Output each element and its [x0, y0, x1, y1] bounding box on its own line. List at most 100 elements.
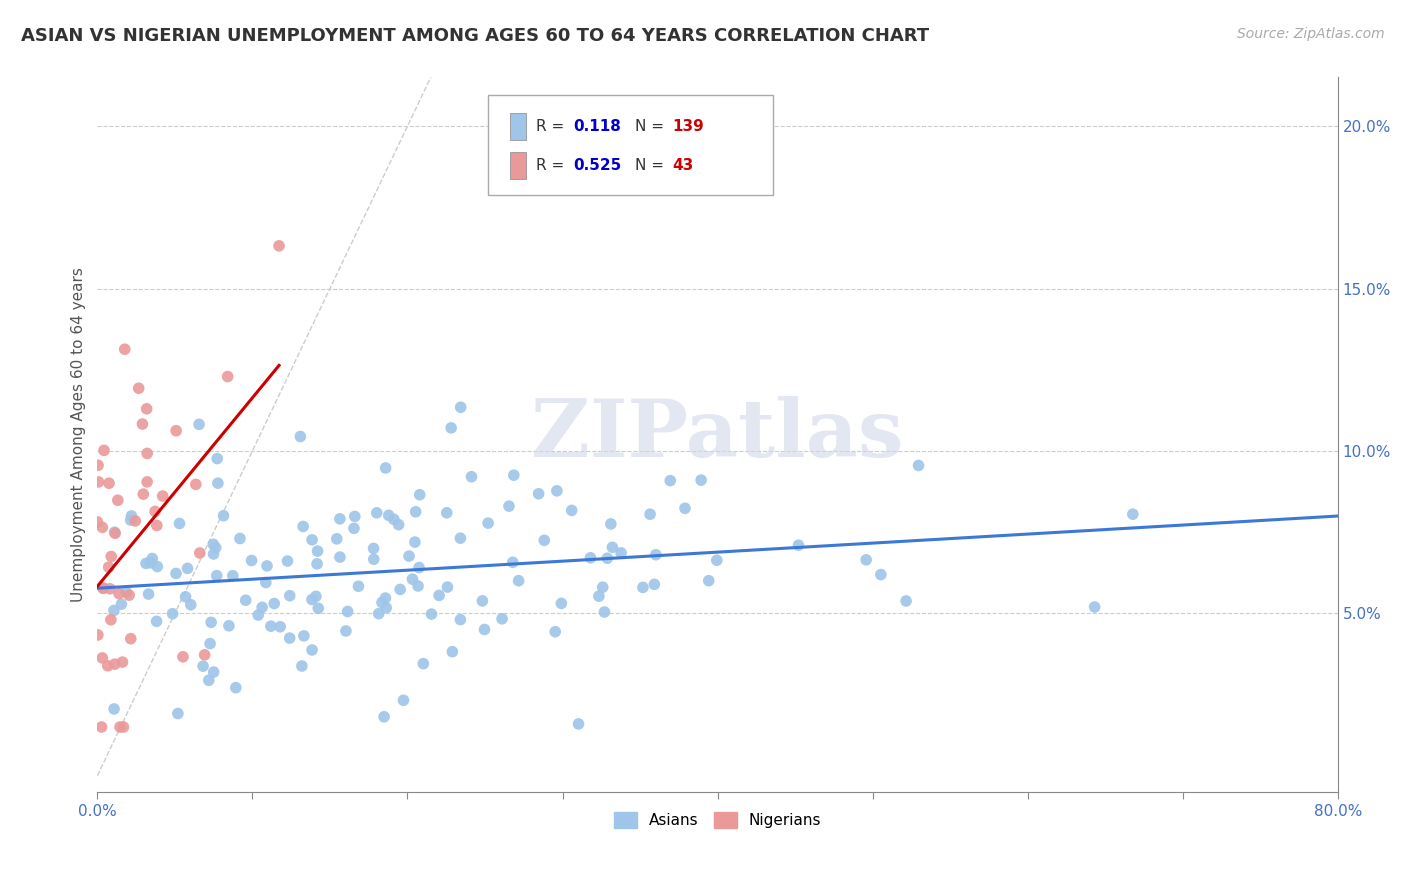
- Point: [292, 519, 315, 533]
- Point: [108, 587, 131, 601]
- Point: [278, 589, 301, 603]
- Point: [136, 475, 159, 489]
- Point: [382, 512, 405, 526]
- Text: 43: 43: [672, 158, 693, 173]
- Text: ZIPatlas: ZIPatlas: [531, 396, 904, 474]
- Point: [610, 546, 633, 560]
- Point: [373, 710, 395, 724]
- Point: [631, 581, 654, 595]
- Text: 139: 139: [672, 120, 704, 134]
- Point: [449, 531, 471, 545]
- Point: [409, 488, 432, 502]
- Point: [111, 655, 134, 669]
- Point: [301, 592, 323, 607]
- Point: [401, 572, 423, 586]
- Point: [561, 503, 583, 517]
- Point: [91, 520, 114, 534]
- Point: [1084, 600, 1107, 615]
- Point: [550, 596, 572, 610]
- Point: [103, 525, 125, 540]
- Point: [91, 651, 114, 665]
- Point: [207, 476, 229, 491]
- Point: [112, 720, 135, 734]
- Point: [141, 551, 163, 566]
- Point: [91, 581, 114, 595]
- Point: [474, 623, 496, 637]
- Point: [375, 600, 398, 615]
- Point: [104, 526, 127, 541]
- Point: [290, 429, 312, 443]
- Point: [374, 461, 396, 475]
- Point: [167, 706, 190, 721]
- Point: [87, 475, 110, 489]
- Point: [120, 513, 142, 527]
- Point: [374, 591, 396, 605]
- Point: [329, 512, 352, 526]
- Point: [491, 612, 513, 626]
- Point: [436, 580, 458, 594]
- Point: [278, 631, 301, 645]
- Point: [533, 533, 555, 548]
- Text: 0.525: 0.525: [574, 158, 621, 173]
- Point: [412, 657, 434, 671]
- Point: [440, 421, 463, 435]
- Text: 0.118: 0.118: [574, 120, 621, 134]
- Point: [307, 544, 329, 558]
- Point: [98, 476, 121, 491]
- Point: [138, 587, 160, 601]
- Point: [450, 401, 472, 415]
- Point: [406, 579, 429, 593]
- Point: [593, 605, 616, 619]
- Point: [114, 343, 136, 357]
- Point: [90, 720, 112, 734]
- Point: [98, 582, 121, 596]
- Point: [247, 608, 270, 623]
- Point: [108, 720, 131, 734]
- Point: [202, 547, 225, 561]
- Point: [449, 613, 471, 627]
- Point: [188, 546, 211, 560]
- Point: [301, 643, 323, 657]
- Point: [212, 508, 235, 523]
- Point: [91, 582, 114, 596]
- Point: [592, 580, 614, 594]
- Point: [638, 507, 661, 521]
- Point: [697, 574, 720, 588]
- Point: [104, 657, 127, 672]
- Point: [100, 549, 122, 564]
- Point: [139, 556, 162, 570]
- Point: [305, 590, 328, 604]
- Point: [146, 559, 169, 574]
- Point: [204, 541, 226, 555]
- Point: [135, 401, 157, 416]
- Point: [408, 560, 430, 574]
- Point: [107, 493, 129, 508]
- Point: [87, 628, 110, 642]
- Point: [363, 552, 385, 566]
- Point: [276, 554, 298, 568]
- Point: [93, 443, 115, 458]
- Point: [1122, 507, 1144, 521]
- Point: [124, 514, 146, 528]
- Text: R =: R =: [536, 120, 569, 134]
- Point: [343, 509, 366, 524]
- Point: [191, 659, 214, 673]
- Point: [392, 693, 415, 707]
- Point: [103, 702, 125, 716]
- Text: Source: ZipAtlas.com: Source: ZipAtlas.com: [1237, 27, 1385, 41]
- Point: [254, 575, 277, 590]
- Point: [292, 629, 315, 643]
- Point: [218, 619, 240, 633]
- Y-axis label: Unemployment Among Ages 60 to 64 years: Unemployment Among Ages 60 to 64 years: [72, 268, 86, 602]
- Point: [644, 548, 666, 562]
- Point: [398, 549, 420, 563]
- Point: [502, 468, 524, 483]
- Point: [706, 553, 728, 567]
- Point: [120, 632, 142, 646]
- Point: [690, 473, 713, 487]
- Point: [907, 458, 929, 473]
- Point: [202, 537, 225, 551]
- FancyBboxPatch shape: [488, 95, 773, 195]
- Point: [367, 607, 389, 621]
- Point: [269, 620, 291, 634]
